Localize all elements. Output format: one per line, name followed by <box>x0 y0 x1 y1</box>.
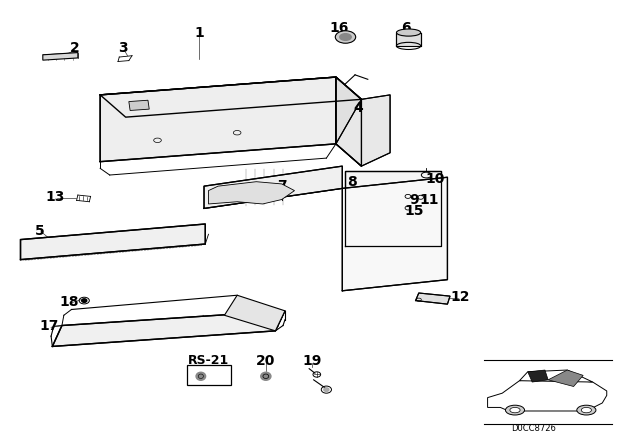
Ellipse shape <box>396 29 420 36</box>
Polygon shape <box>528 370 548 382</box>
Ellipse shape <box>324 388 329 392</box>
Text: 19: 19 <box>303 353 322 368</box>
Ellipse shape <box>506 405 525 415</box>
Text: 2: 2 <box>70 41 79 55</box>
Text: 6: 6 <box>401 21 411 35</box>
Polygon shape <box>548 370 583 387</box>
Polygon shape <box>520 370 593 382</box>
Polygon shape <box>209 182 294 204</box>
Polygon shape <box>225 295 285 331</box>
Bar <box>188 365 231 385</box>
Polygon shape <box>488 378 607 411</box>
Ellipse shape <box>340 34 351 40</box>
Polygon shape <box>336 95 390 166</box>
Polygon shape <box>212 194 226 198</box>
Polygon shape <box>346 171 441 246</box>
Polygon shape <box>415 293 450 304</box>
Text: 17: 17 <box>40 319 59 333</box>
Ellipse shape <box>260 372 271 380</box>
Polygon shape <box>336 77 362 166</box>
Text: 12: 12 <box>451 290 470 305</box>
Ellipse shape <box>581 407 591 413</box>
Text: 16: 16 <box>330 21 349 35</box>
Text: 20: 20 <box>256 353 276 368</box>
Text: 15: 15 <box>404 204 424 218</box>
Text: 3: 3 <box>118 41 127 55</box>
Ellipse shape <box>196 372 205 380</box>
Text: 14: 14 <box>221 190 241 204</box>
Text: 1: 1 <box>194 26 204 39</box>
Text: 10: 10 <box>425 172 444 186</box>
Text: 13: 13 <box>46 190 65 204</box>
Polygon shape <box>342 177 447 291</box>
Polygon shape <box>204 166 342 208</box>
Polygon shape <box>43 52 78 60</box>
Ellipse shape <box>82 299 87 302</box>
Text: 5: 5 <box>35 224 45 238</box>
Polygon shape <box>396 33 420 46</box>
Text: 18: 18 <box>60 295 79 309</box>
Polygon shape <box>100 77 362 117</box>
Text: 4: 4 <box>353 101 363 115</box>
Ellipse shape <box>577 405 596 415</box>
Polygon shape <box>100 77 336 162</box>
Ellipse shape <box>335 31 356 43</box>
Text: 9: 9 <box>410 193 419 207</box>
Polygon shape <box>129 100 149 111</box>
Text: 7: 7 <box>277 179 287 193</box>
Polygon shape <box>20 224 205 260</box>
Text: RS-21: RS-21 <box>188 354 229 367</box>
Text: 11: 11 <box>420 193 439 207</box>
Text: D0CC8726: D0CC8726 <box>511 424 556 433</box>
Text: 8: 8 <box>347 175 356 189</box>
Ellipse shape <box>510 407 520 413</box>
Polygon shape <box>52 311 285 346</box>
